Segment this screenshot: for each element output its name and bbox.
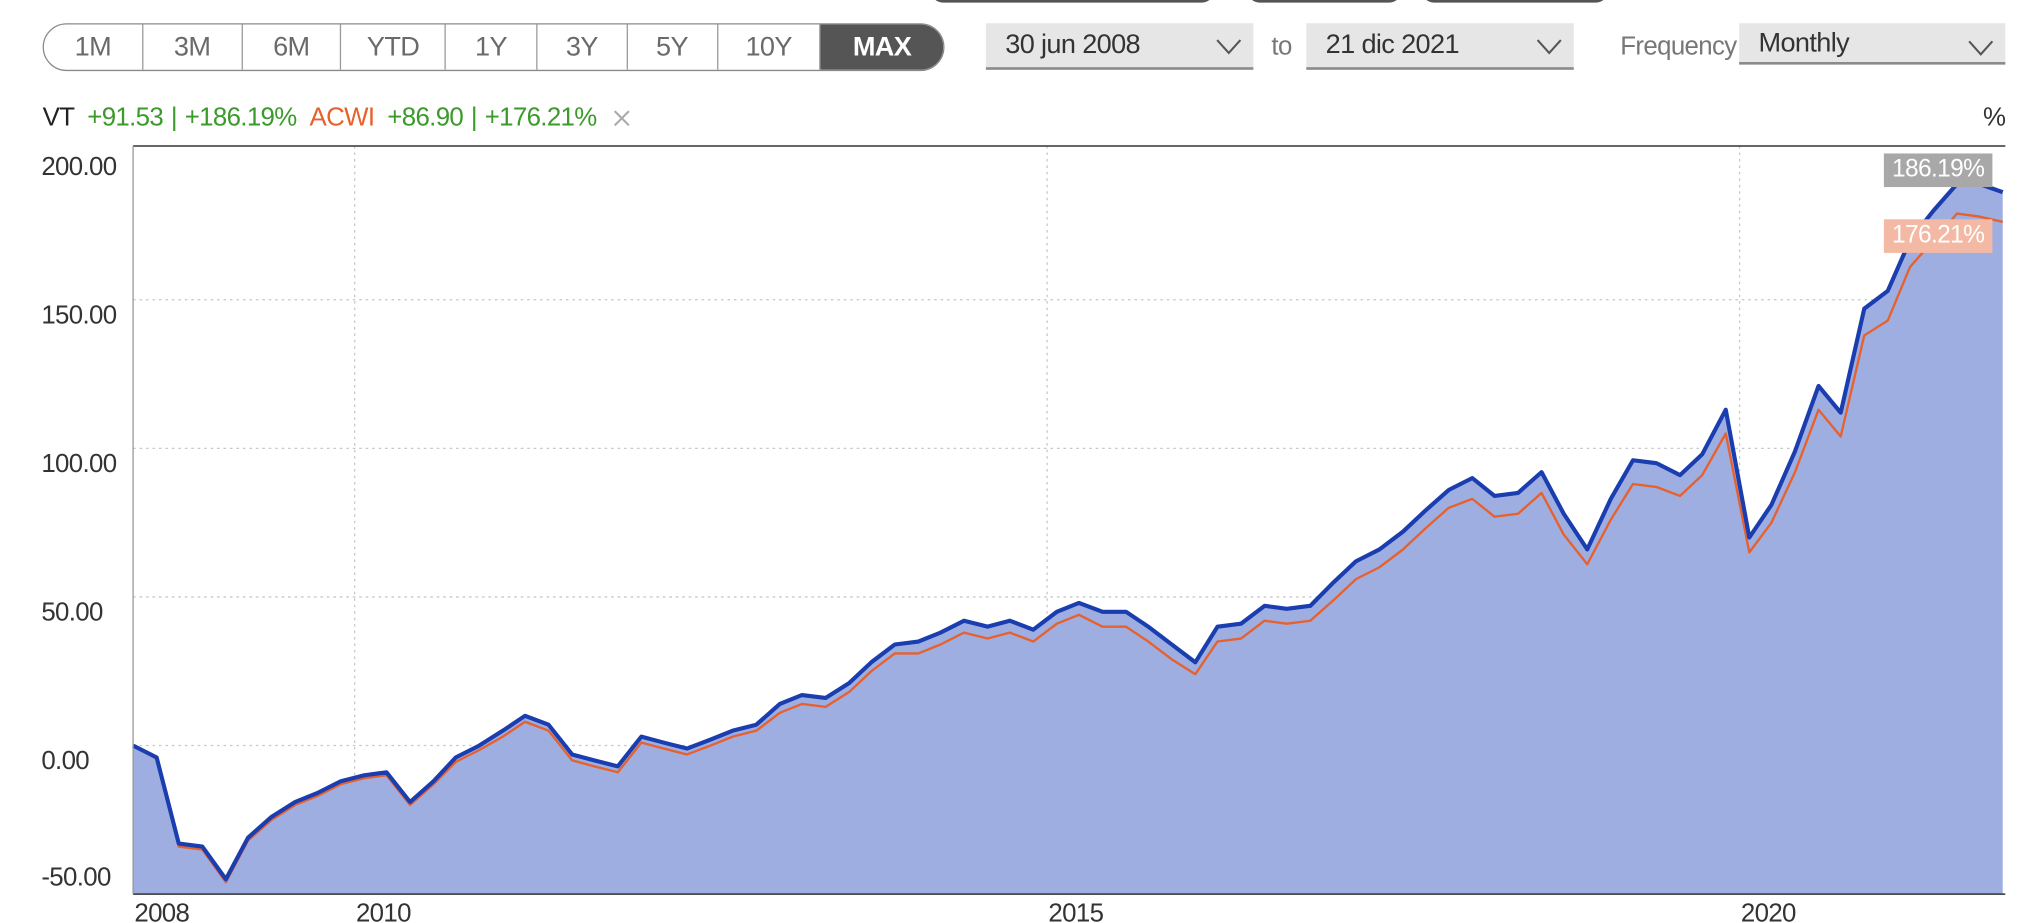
legend-separator: | <box>171 104 177 132</box>
cut-button[interactable] <box>1421 0 1609 3</box>
end-flag <box>1883 153 1993 188</box>
range-button[interactable]: 6M <box>242 24 342 70</box>
range-button[interactable]: 3M <box>143 24 243 70</box>
y-tick-label: 150.00 <box>41 301 116 329</box>
y-unit: % <box>1983 104 2006 132</box>
legend-name: ACWI <box>310 104 375 132</box>
y-tick-label: 100.00 <box>41 450 116 478</box>
y-tick-label: 200.00 <box>41 153 116 181</box>
y-tick-label: 0.00 <box>41 747 89 775</box>
x-tick-label: 2020 <box>1741 900 1796 923</box>
end-label: 176.21% <box>1892 222 1984 249</box>
cut-button[interactable] <box>930 0 1215 3</box>
to-label: to <box>1271 32 1292 61</box>
legend-separator: | <box>471 104 477 132</box>
line <box>132 181 2004 882</box>
range-button[interactable]: 3Y <box>537 24 628 70</box>
range-button[interactable]: YTD <box>342 24 446 70</box>
frequency-select[interactable]: Monthly <box>1739 23 2006 65</box>
frequency-text: Monthly <box>1758 28 1850 59</box>
close-stroke <box>613 110 630 127</box>
x-tick-label: 2010 <box>356 900 411 923</box>
legend-name: VT <box>43 104 76 132</box>
date-from[interactable]: 30 jun 2008 <box>985 23 1254 70</box>
area <box>133 183 2003 895</box>
y-tick-label: -50.00 <box>41 863 111 891</box>
frequency-label: Frequency <box>1620 32 1737 61</box>
legend-return: +176.21% <box>485 104 598 132</box>
end-label: 186.19% <box>1892 156 1984 183</box>
date-to[interactable]: 21 dic 2021 <box>1306 23 1574 70</box>
y-tick-label: 50.00 <box>41 599 103 627</box>
date-from-text: 30 jun 2008 <box>1005 29 1140 60</box>
x-tick-label: 2015 <box>1048 900 1103 923</box>
legend-change: +86.90 <box>387 104 463 132</box>
range-button[interactable]: 1Y <box>446 24 538 70</box>
range-button[interactable]: MAX <box>820 24 944 70</box>
date-to-text: 21 dic 2021 <box>1325 29 1460 60</box>
range-button[interactable]: 10Y <box>718 24 821 70</box>
cut-button[interactable] <box>1246 0 1402 3</box>
chevron <box>1216 39 1242 55</box>
range-button[interactable]: 1M <box>44 24 144 70</box>
x-tick-label: 2008 <box>134 900 189 923</box>
legend-return: +186.19% <box>185 104 298 132</box>
legend-change: +91.53 <box>87 104 163 132</box>
chevron <box>1536 39 1562 55</box>
range-selector: 1M 3M 6M YTD 1Y 3Y 5Y 10Y MAX <box>42 23 945 72</box>
chevron <box>1968 40 1994 56</box>
end-flag <box>1883 219 1993 253</box>
line <box>132 212 2003 884</box>
legend-close[interactable] <box>613 110 630 127</box>
range-button[interactable]: 5Y <box>628 24 718 70</box>
